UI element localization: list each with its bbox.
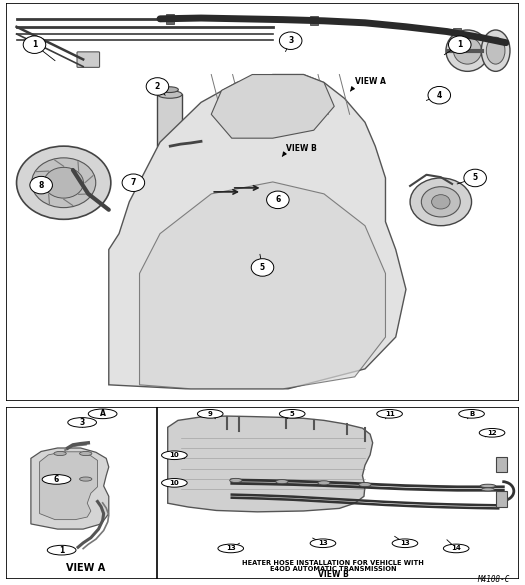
Text: 1: 1 (59, 546, 64, 555)
Circle shape (47, 545, 76, 555)
Circle shape (251, 259, 274, 276)
Circle shape (464, 169, 487, 187)
Circle shape (318, 481, 330, 485)
Bar (158, 94, 182, 146)
Polygon shape (140, 182, 385, 389)
Circle shape (42, 474, 71, 484)
Polygon shape (211, 74, 334, 138)
Text: VIEW B: VIEW B (318, 570, 349, 579)
Circle shape (444, 544, 469, 553)
Text: 3: 3 (79, 418, 85, 427)
Text: B: B (469, 411, 474, 417)
Text: 2: 2 (155, 82, 160, 91)
Bar (496, 491, 507, 507)
Text: 6: 6 (275, 195, 280, 204)
Text: 1: 1 (457, 40, 463, 49)
Text: 1: 1 (32, 40, 37, 49)
Text: 13: 13 (400, 541, 410, 546)
Circle shape (54, 477, 66, 481)
Circle shape (30, 176, 52, 194)
Polygon shape (31, 448, 109, 529)
Circle shape (88, 409, 117, 419)
Bar (310, 16, 318, 25)
Ellipse shape (161, 87, 179, 92)
Text: 5: 5 (472, 174, 478, 183)
Circle shape (80, 452, 92, 456)
Text: 10: 10 (170, 480, 179, 486)
Circle shape (310, 539, 336, 548)
Text: 5: 5 (290, 411, 295, 417)
Text: 5: 5 (260, 263, 265, 272)
Ellipse shape (446, 30, 489, 71)
Text: 9: 9 (208, 411, 213, 417)
Circle shape (359, 483, 371, 487)
Text: 11: 11 (385, 411, 394, 417)
Text: VIEW B: VIEW B (286, 144, 316, 153)
Text: VIEW A: VIEW A (355, 77, 385, 87)
Bar (496, 457, 507, 472)
Circle shape (23, 36, 46, 53)
Circle shape (392, 539, 418, 548)
Text: 4: 4 (437, 91, 442, 99)
Circle shape (218, 544, 244, 553)
Circle shape (410, 178, 471, 226)
Text: 10: 10 (170, 452, 179, 458)
Bar (453, 28, 461, 37)
Text: HEATER HOSE INSTALLATION FOR VEHICLE WITH: HEATER HOSE INSTALLATION FOR VEHICLE WIT… (242, 560, 424, 566)
Text: A: A (100, 410, 106, 418)
Circle shape (377, 410, 402, 418)
Circle shape (279, 410, 305, 418)
Text: 7: 7 (131, 178, 136, 187)
Circle shape (17, 146, 111, 219)
Circle shape (80, 477, 92, 481)
Circle shape (479, 428, 505, 437)
Circle shape (32, 158, 96, 208)
Text: 12: 12 (487, 430, 497, 436)
Text: 3: 3 (288, 36, 293, 45)
Ellipse shape (481, 30, 510, 71)
Text: VIEW A: VIEW A (66, 563, 106, 573)
Text: M4108-C: M4108-C (477, 575, 509, 584)
Polygon shape (109, 74, 406, 389)
Circle shape (230, 479, 242, 483)
Circle shape (276, 480, 288, 484)
Circle shape (428, 87, 450, 104)
Text: 13: 13 (226, 545, 236, 552)
Circle shape (267, 191, 289, 209)
Circle shape (54, 452, 66, 456)
Ellipse shape (454, 37, 481, 64)
Bar (166, 14, 174, 23)
Text: 6: 6 (54, 475, 59, 484)
Text: 8: 8 (38, 181, 44, 190)
Polygon shape (167, 416, 373, 512)
FancyBboxPatch shape (77, 52, 100, 67)
Ellipse shape (480, 484, 496, 488)
Text: 14: 14 (452, 545, 461, 552)
Circle shape (279, 32, 302, 50)
Circle shape (448, 36, 471, 53)
Circle shape (197, 410, 223, 418)
Circle shape (122, 174, 145, 191)
Circle shape (422, 187, 460, 217)
Text: 13: 13 (318, 541, 328, 546)
Circle shape (44, 167, 83, 198)
Ellipse shape (158, 142, 182, 150)
Text: E4OD AUTOMATIC TRANSMISSION: E4OD AUTOMATIC TRANSMISSION (270, 566, 396, 572)
Ellipse shape (481, 488, 495, 491)
Circle shape (162, 479, 187, 487)
Ellipse shape (486, 37, 505, 64)
Circle shape (146, 78, 169, 95)
Circle shape (68, 418, 97, 427)
Ellipse shape (158, 91, 182, 98)
Circle shape (459, 410, 485, 418)
Polygon shape (39, 452, 98, 519)
Circle shape (432, 195, 450, 209)
Circle shape (162, 451, 187, 460)
